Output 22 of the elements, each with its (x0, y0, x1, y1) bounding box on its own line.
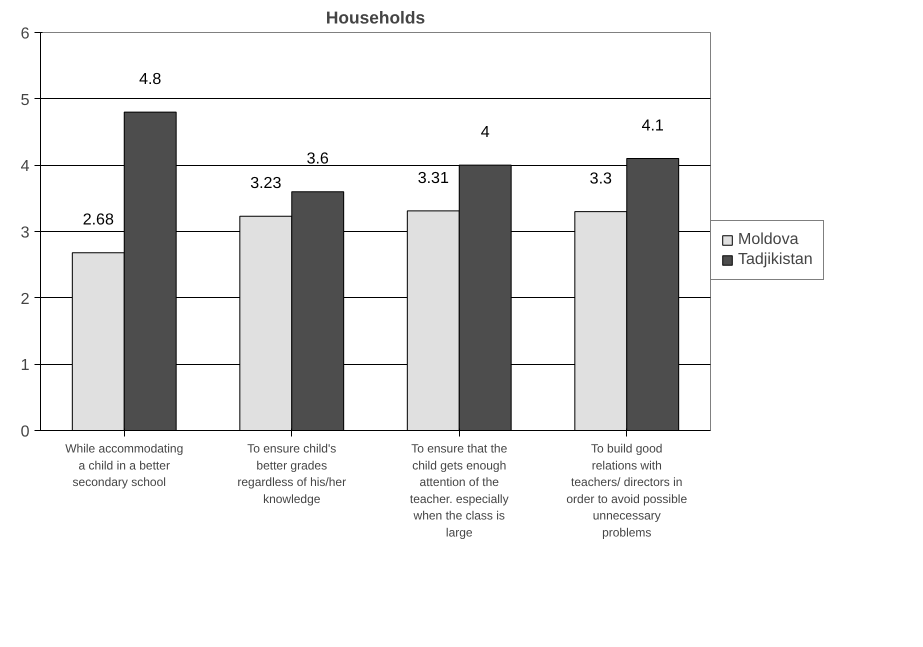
y-tick-label: 1 (20, 357, 30, 374)
data-label: 3.3 (590, 170, 612, 188)
x-tick-label: While accommodating a child in a better secondary school (65, 442, 184, 490)
chart-title: Households (326, 8, 426, 28)
data-label: 2.68 (82, 212, 114, 229)
data-label: 4.1 (642, 118, 664, 135)
data-label: 4 (480, 124, 490, 142)
legend-label: Tadjikistan (738, 251, 813, 269)
data-label: 3.31 (418, 170, 449, 187)
x-tick-label: To build good relations with teachers/ directors in order to avoid possible unnecessary problems (566, 442, 688, 540)
y-tick-label: 4 (20, 158, 30, 176)
y-tick-label: 0 (20, 424, 30, 440)
data-label: 3.23 (250, 175, 282, 192)
y-tick-label: 6 (20, 26, 30, 42)
data-label: 4.8 (139, 71, 162, 88)
y-tick-label: 2 (20, 290, 30, 308)
y-tick-label: 5 (20, 92, 30, 109)
data-label: 3.6 (306, 150, 329, 168)
x-tick-label: To ensure child's better grades regardless of his/her knowledge (237, 442, 346, 506)
x-tick-label: To ensure that the child gets enough attention of the teacher. especially when the class is large (410, 442, 509, 540)
y-tick-label: 3 (20, 224, 30, 242)
legend-label: Moldova (738, 231, 798, 249)
